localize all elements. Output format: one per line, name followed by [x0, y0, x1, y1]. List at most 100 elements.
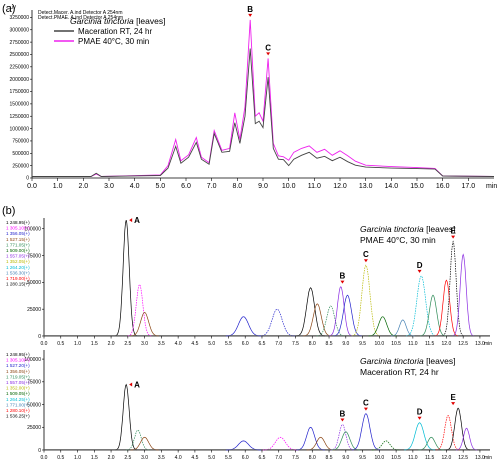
panel-a-y-tick-label: 500000 — [12, 151, 29, 157]
panel-b-x-tick-label: 10.5 — [391, 455, 401, 461]
panel-b-peak-label: A — [134, 216, 140, 225]
legend-species: Garcinia tinctoria — [360, 356, 424, 366]
panel-b-ion-trace — [418, 436, 445, 451]
panel-a-legend-title: Garcinia tinctoria [leaves] — [70, 16, 165, 26]
legend-part: [leaves] — [134, 16, 166, 26]
panel-b-x-tick-label: 5.5 — [225, 455, 232, 461]
panel-b-mz-entry: 1 536.30(+) — [6, 270, 30, 275]
panel-b-x-tick-label: 6.0 — [242, 341, 249, 347]
panel-b-ion-trace — [452, 253, 474, 337]
panel-b-peak-marker — [363, 407, 368, 411]
panel-b-x-tick-label: 7.5 — [292, 341, 299, 347]
panel-b-mz-entry: 1 771.05(+) — [6, 242, 30, 247]
panel-a-x-tick-label: 3.0 — [104, 183, 114, 190]
panel-b-label: (b) — [2, 205, 15, 217]
panel-b-x-tick-label: 1.5 — [91, 455, 98, 461]
panel-b-ion-trace — [126, 429, 150, 451]
panel-a-legend-entry: PMAE 40°C, 30 min — [78, 37, 149, 46]
panel-a-x-tick-label: 5.0 — [155, 183, 165, 190]
panel-b-mz-entry: 1 305.10(+) — [6, 358, 30, 363]
panel-a-x-tick-label: 9.0 — [258, 183, 268, 190]
panel-b-peak-label: C — [363, 399, 369, 408]
panel-b-peak-label: A — [134, 381, 140, 390]
panel-b-x-tick-label: 13.0 — [475, 341, 485, 347]
panel-b-peak-marker — [363, 259, 368, 263]
legend-species: Garcinia tinctoria — [70, 16, 134, 26]
panel-b-ion-trace — [316, 305, 345, 337]
panel-a-x-tick-label: 6.0 — [181, 183, 191, 190]
panel-b-ion-trace — [303, 303, 332, 337]
panel-b-x-tick-label: 13.0 — [475, 455, 485, 461]
panel-b-x-tick-label: 8.5 — [326, 455, 333, 461]
panel-b-mz-entry: 1 356.05(+) — [6, 231, 30, 236]
panel-b-x-tick-label: 0.5 — [57, 341, 64, 347]
panel-b-x-tick-label: 12.0 — [442, 455, 452, 461]
panel-b-y-tick-label: 25000 — [27, 425, 41, 431]
panel-b-peak-marker — [451, 235, 456, 239]
panel-b-ion-trace — [296, 287, 325, 337]
panel-a-series-line — [32, 19, 495, 177]
panel-b-x-tick-label: 9.5 — [359, 455, 366, 461]
panel-b-x-tick-label: 3.5 — [158, 341, 165, 347]
panel-a-x-unit: min — [486, 183, 497, 190]
panel-a-header-line: Detect.PMAE. A.ind Detector A 254nm — [38, 15, 123, 21]
panel-a-x-tick-label: 13.0 — [359, 183, 373, 190]
panel-b-ion-trace — [455, 427, 478, 451]
panel-a-peak-marker — [248, 13, 253, 17]
panel-b-peak-marker — [340, 418, 345, 422]
panel-a-y-tick-label: 750000 — [12, 139, 29, 145]
panel-a-x-tick-label: 7.0 — [207, 183, 217, 190]
panel-b-mz-entry: 1 557.05(+) — [6, 254, 30, 259]
panel-b-y-tick-label: 0 — [38, 334, 41, 340]
panel-b-ion-trace — [351, 264, 381, 337]
panel-a-x-tick-label: 10.0 — [282, 183, 296, 190]
panel-b-x-tick-label: 11.5 — [425, 455, 435, 461]
panel-b-x-tick-label: 11.0 — [408, 455, 418, 461]
panel-b-ion-trace — [420, 294, 446, 337]
panel-b-x-tick-label: 7.5 — [292, 455, 299, 461]
panel-b-peak-label: D — [417, 408, 423, 417]
panel-b-peak-marker — [129, 218, 133, 223]
panel-b-x-tick-label: 6.5 — [258, 341, 265, 347]
panel-a-legend-entry: Maceration RT, 24 hr — [78, 27, 152, 36]
panel-b-ion-trace — [434, 279, 459, 337]
panel-b-x-unit: min — [484, 455, 492, 461]
panel-b-y-tick-label: 0 — [38, 448, 41, 454]
panel-a-x-tick-label: 8.0 — [232, 183, 242, 190]
panel-b-y-tick-label: 75000 — [27, 253, 41, 259]
panel-b-x-tick-label: 2.5 — [124, 341, 131, 347]
panel-b-mz-entry: 1 248.95(+) — [6, 220, 30, 225]
panel-b-mz-entry: 1 527.20(+) — [6, 363, 30, 368]
panel-b-peak-marker — [417, 416, 422, 420]
panel-b-x-tick-label: 9.0 — [342, 455, 349, 461]
panel-b-x-tick-label: 12.0 — [442, 341, 452, 347]
panel-b-peak-marker — [129, 382, 133, 387]
panel-a-x-tick-label: 15.0 — [410, 183, 424, 190]
panel-b-ion-trace — [296, 426, 325, 451]
panel-b-ion-trace — [351, 413, 381, 451]
panel-b-peak-label: E — [450, 227, 456, 236]
panel-b-ion-trace — [130, 311, 159, 337]
panel-b-x-tick-label: 9.5 — [359, 341, 366, 347]
panel-b-ion-trace — [404, 422, 435, 451]
legend-species: Garcinia tinctoria — [360, 224, 424, 234]
panel-a-y-tick-label: 2750000 — [10, 40, 30, 46]
panel-b-mz-entry: 1 719.00(+) — [6, 276, 30, 281]
panel-a-y-tick-label: 2250000 — [10, 65, 30, 71]
panel-b-x-tick-label: 2.5 — [124, 455, 131, 461]
panel-a-x-tick-label: 12.0 — [333, 183, 347, 190]
panel-b-legend-title: Garcinia tinctoria [leaves] — [360, 356, 455, 366]
panel-b-peak-label: C — [363, 250, 369, 259]
panel-b-x-tick-label: 0.5 — [57, 455, 64, 461]
panel-a-y-tick-label: 2500000 — [10, 52, 30, 58]
panel-a-x-tick-label: 4.0 — [130, 183, 140, 190]
panel-a-x-tick-label: 0.0 — [27, 183, 37, 190]
panel-b-x-tick-label: 3.5 — [158, 455, 165, 461]
panel-b-ion-trace — [225, 316, 262, 337]
panel-b-y-tick-label: 50000 — [27, 402, 41, 408]
panel-b-x-tick-label: 11.5 — [425, 341, 435, 347]
panel-b-ion-trace — [442, 240, 464, 337]
panel-b-x-tick-label: 10.0 — [374, 455, 384, 461]
panel-a-y-tick-label: 2000000 — [10, 77, 30, 83]
